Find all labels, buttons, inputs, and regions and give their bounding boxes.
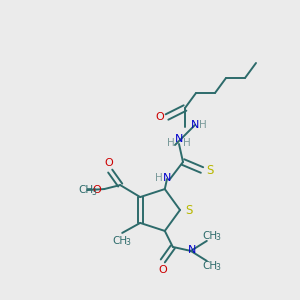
Text: H: H	[183, 138, 191, 148]
Text: S: S	[206, 164, 214, 176]
Text: 3: 3	[215, 263, 220, 272]
Text: 3: 3	[215, 233, 220, 242]
Text: O: O	[158, 265, 167, 275]
Text: CH: CH	[112, 236, 128, 246]
Text: H: H	[199, 120, 207, 130]
Text: N: N	[163, 173, 171, 183]
Text: N: N	[175, 134, 183, 144]
Text: H: H	[167, 138, 175, 148]
Text: 3: 3	[92, 188, 97, 196]
Text: CH: CH	[79, 185, 94, 195]
Text: O: O	[93, 185, 102, 195]
Text: O: O	[156, 112, 164, 122]
Text: H: H	[155, 173, 163, 183]
Text: CH: CH	[202, 231, 218, 241]
Text: CH: CH	[202, 261, 218, 271]
Text: N: N	[188, 245, 196, 255]
Text: O: O	[105, 158, 114, 168]
Text: 3: 3	[126, 238, 130, 247]
Text: S: S	[185, 203, 193, 217]
Text: N: N	[191, 120, 199, 130]
